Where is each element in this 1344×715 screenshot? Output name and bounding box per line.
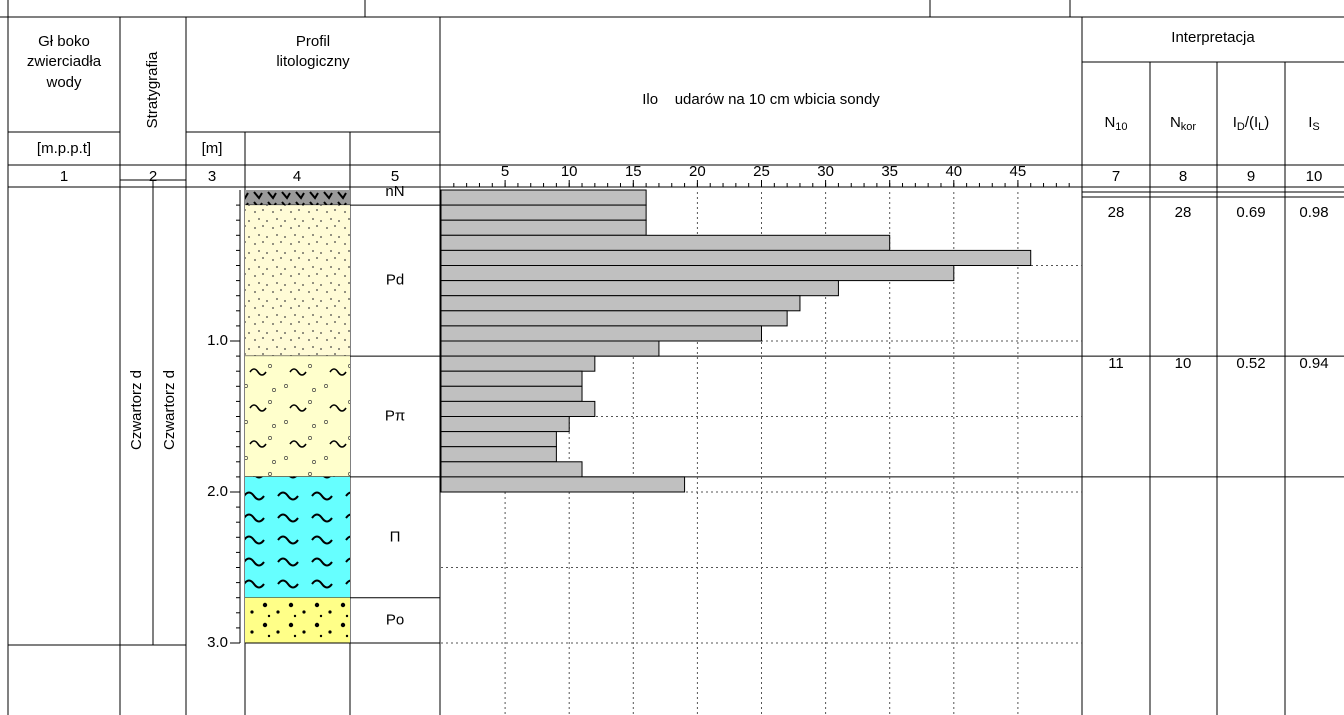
interp-header-part: /(I <box>1245 114 1258 131</box>
depth-tick-label: 1.0 <box>207 332 228 349</box>
x-tick-label: 5 <box>501 163 509 180</box>
bar <box>440 461 583 478</box>
layer-fill <box>245 597 350 643</box>
x-tick-label: 40 <box>945 163 962 180</box>
bar <box>440 325 762 342</box>
x-tick-label: 10 <box>561 163 578 180</box>
column-number: 5 <box>391 168 399 185</box>
interp-value: 0.98 <box>1299 204 1328 221</box>
x-tick-label: 25 <box>753 163 770 180</box>
bar <box>440 340 660 357</box>
bar <box>440 234 891 251</box>
layer-label: Po <box>386 611 404 628</box>
x-tick-label: 15 <box>625 163 642 180</box>
interp-value: 11 <box>1108 355 1124 372</box>
interp-value: 28 <box>1175 204 1192 221</box>
interp-header-part: I <box>1308 114 1312 131</box>
bar <box>440 355 596 372</box>
header: [m] <box>202 140 223 157</box>
column-number: 2 <box>149 168 157 185</box>
stratigraphy-label: Czwartorz d <box>161 370 178 450</box>
interp-header-part: kor <box>1181 121 1197 133</box>
bar <box>440 370 583 387</box>
column-number: 8 <box>1179 168 1187 185</box>
interp-value: 10 <box>1175 355 1192 372</box>
chart-title: Ilo udarów na 10 cm wbicia sondy <box>642 91 880 108</box>
bar <box>440 219 647 236</box>
interp-header: N10 <box>1104 114 1127 133</box>
bar <box>440 249 1032 266</box>
bar <box>440 446 557 463</box>
bar <box>440 385 583 402</box>
interp-value: 0.52 <box>1236 355 1265 372</box>
layer-label: Pd <box>386 272 404 289</box>
x-tick-label: 35 <box>881 163 898 180</box>
depth-tick-label: 2.0 <box>207 483 228 500</box>
column-number: 4 <box>293 168 301 185</box>
layer-fill <box>245 205 350 357</box>
depth-tick-label: 3.0 <box>207 634 228 651</box>
x-tick-label: 20 <box>689 163 706 180</box>
stratigraphy-label: Czwartorz d <box>128 370 145 450</box>
layer-fill <box>245 190 350 206</box>
layer-label: Π <box>390 528 401 545</box>
header: litologiczny <box>276 53 350 70</box>
bar <box>440 295 801 312</box>
header: Stratygrafia <box>144 51 161 128</box>
header: zwierciadła <box>27 53 102 70</box>
bar <box>440 416 570 433</box>
bar <box>440 189 647 206</box>
header: [m.p.p.t] <box>37 140 91 157</box>
interp-value: 28 <box>1108 204 1125 221</box>
bar <box>440 280 839 297</box>
interp-header: ID/(IL) <box>1233 114 1270 133</box>
interp-header-part: I <box>1233 114 1237 131</box>
header: wody <box>45 74 82 91</box>
layer-label: Pπ <box>385 407 405 424</box>
bar <box>440 476 686 493</box>
interp-header-part: N <box>1104 114 1115 131</box>
column-number: 10 <box>1306 168 1323 185</box>
column-number: 1 <box>60 168 68 185</box>
interp-header-part: D <box>1237 121 1245 133</box>
interp-header-part: S <box>1312 121 1319 133</box>
x-tick-label: 30 <box>817 163 834 180</box>
column-number: 7 <box>1112 168 1120 185</box>
layer-fill <box>245 476 350 598</box>
interp-value: 0.69 <box>1236 204 1265 221</box>
interp-value: 0.94 <box>1299 355 1328 372</box>
column-number: 9 <box>1247 168 1255 185</box>
interp-header-part: N <box>1170 114 1181 131</box>
bar <box>440 265 955 282</box>
bar <box>440 310 788 327</box>
interp-header-part: L <box>1258 121 1264 133</box>
interp-header-part: 10 <box>1115 121 1127 133</box>
interp-header: Nkor <box>1170 114 1196 133</box>
x-tick-label: 45 <box>1010 163 1027 180</box>
interp-header-part: ) <box>1264 114 1269 131</box>
column-number: 3 <box>208 168 216 185</box>
header: Profil <box>296 33 330 50</box>
layer-label: nN <box>385 183 404 200</box>
interp-header: IS <box>1308 114 1320 133</box>
layer-fill <box>245 356 350 477</box>
bar <box>440 400 596 417</box>
header: Interpretacja <box>1171 29 1255 46</box>
header: Gł boko <box>38 33 90 50</box>
bar <box>440 431 557 448</box>
bar <box>440 204 647 221</box>
